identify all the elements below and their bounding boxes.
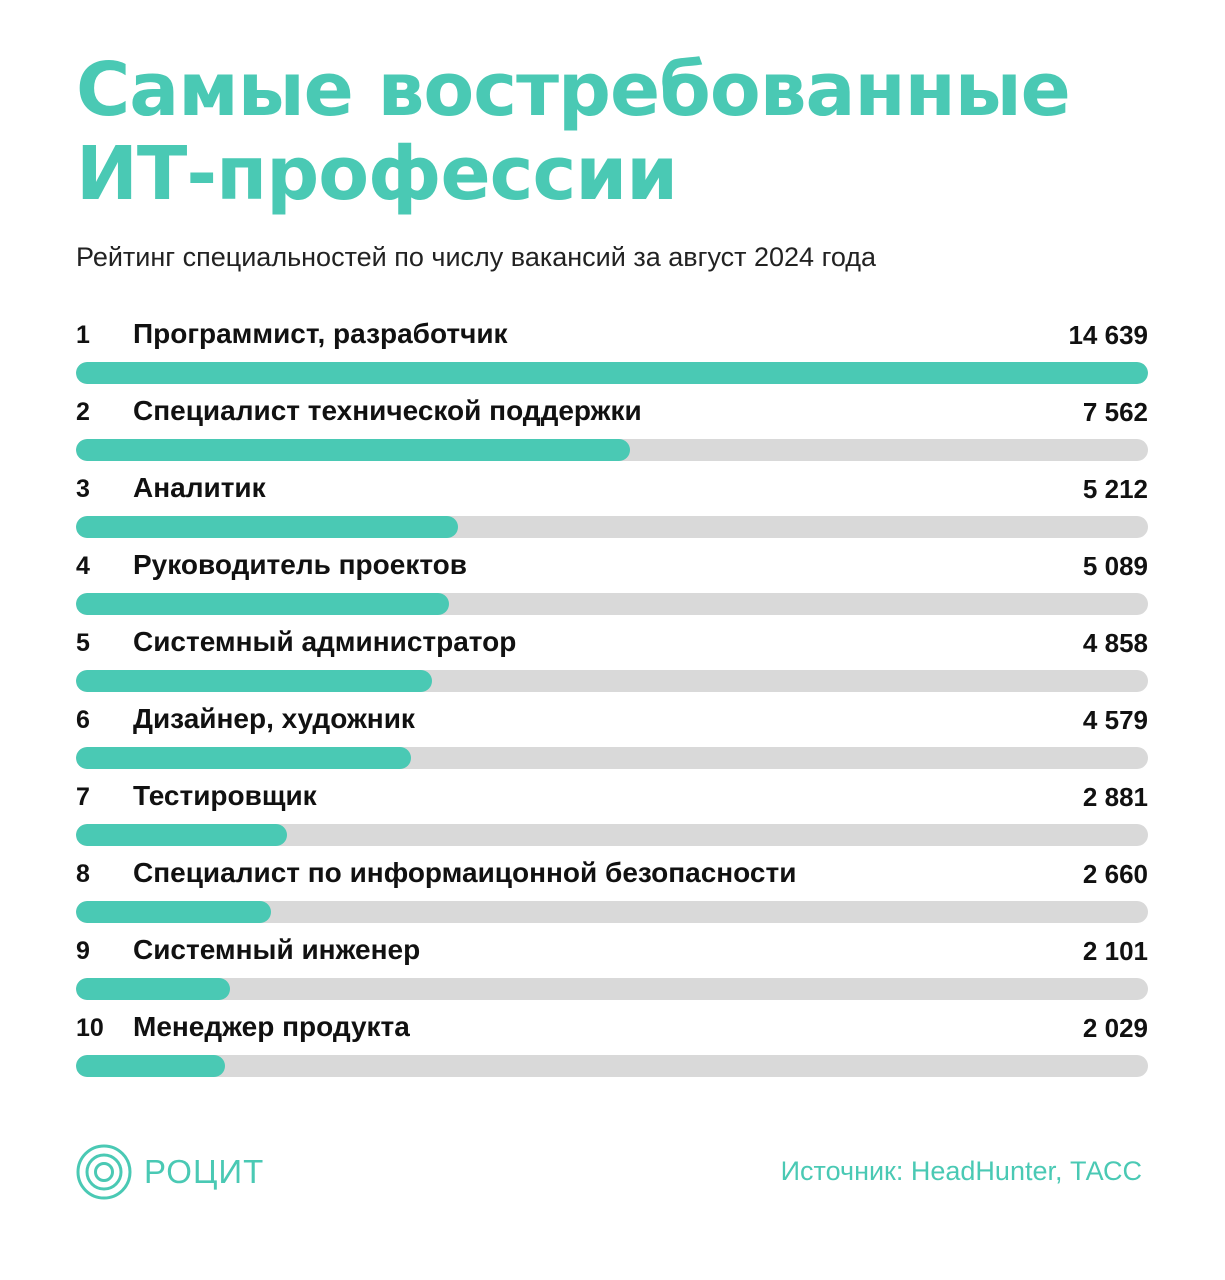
bar-track: [76, 593, 1148, 615]
value-label: 5 212: [1082, 474, 1148, 504]
bar-row: 6 Дизайнер, художник 4 579: [76, 699, 1148, 775]
title-line-1: Самые востребованные: [76, 47, 1071, 133]
category-label: Дизайнер, художник: [133, 703, 415, 734]
category-label: Системный инженер: [133, 934, 421, 965]
rank-number: 10: [76, 1014, 104, 1042]
rank-number: 7: [76, 783, 90, 811]
bar-chart: 1 Программист, разработчик 14 639 2 Специали…: [76, 314, 1148, 1077]
bar-track: [76, 901, 1148, 923]
rank-number: 3: [76, 475, 90, 503]
source-note: Источник: HeadHunter, ТАСС: [780, 1156, 1142, 1186]
rank-number: 2: [76, 398, 90, 426]
bar: [76, 593, 449, 615]
value-label: 2 029: [1082, 1013, 1148, 1043]
bar-track: [76, 1055, 1148, 1077]
bar-track: [76, 516, 1148, 538]
bar-track: [76, 824, 1148, 846]
category-label: Тестировщик: [133, 780, 317, 811]
value-label: 7 562: [1082, 397, 1148, 427]
rank-number: 8: [76, 860, 90, 888]
category-label: Системный администратор: [133, 626, 517, 657]
title-line-2: ИТ-профессии: [76, 131, 678, 217]
bar-row: 1 Программист, разработчик 14 639: [76, 314, 1148, 390]
bar-row: 2 Специалист технической поддержки 7 562: [76, 391, 1148, 467]
bar: [76, 516, 458, 538]
value-label: 2 881: [1082, 782, 1148, 812]
bar: [76, 439, 630, 461]
bar-track: [76, 978, 1148, 1000]
bar: [76, 901, 271, 923]
value-label: 5 089: [1082, 551, 1148, 581]
bar-row: 9 Системный инженер 2 101: [76, 930, 1148, 1006]
rank-number: 4: [76, 552, 90, 580]
value-label: 4 858: [1082, 628, 1148, 658]
category-label: Программист, разработчик: [133, 318, 508, 349]
category-label: Аналитик: [133, 472, 266, 503]
bar-row: 3 Аналитик 5 212: [76, 468, 1148, 544]
value-label: 2 660: [1082, 859, 1148, 889]
bar-track: [76, 747, 1148, 769]
bar: [76, 978, 230, 1000]
bar: [76, 1055, 225, 1077]
page-title: Самые востребованные ИТ-профессии: [76, 47, 1071, 217]
logo-text: РОЦИТ: [144, 1153, 265, 1190]
category-label: Менеджер продукта: [133, 1011, 410, 1042]
bar: [76, 824, 287, 846]
chart-subtitle: Рейтинг специальностей по числу вакансий…: [76, 242, 877, 272]
rank-number: 9: [76, 937, 90, 965]
bar: [76, 747, 411, 769]
rank-number: 5: [76, 629, 90, 657]
value-label: 14 639: [1068, 320, 1148, 350]
value-label: 2 101: [1082, 936, 1148, 966]
bar: [76, 362, 1148, 384]
concentric-circles-icon: [76, 1144, 132, 1200]
rank-number: 1: [76, 321, 90, 349]
bar-row: 10 Менеджер продукта 2 029: [76, 1007, 1148, 1083]
value-label: 4 579: [1082, 705, 1148, 735]
bar-row: 4 Руководитель проектов 5 089: [76, 545, 1148, 621]
rank-number: 6: [76, 706, 90, 734]
bar-row: 7 Тестировщик 2 881: [76, 776, 1148, 852]
category-label: Специалист технической поддержки: [133, 395, 642, 426]
bar-row: 5 Системный администратор 4 858: [76, 622, 1148, 698]
bar: [76, 670, 432, 692]
category-label: Руководитель проектов: [133, 549, 467, 580]
bar-track: [76, 362, 1148, 384]
bar-row: 8 Специалист по информаицонной безопаснос…: [76, 853, 1148, 929]
category-label: Специалист по информаицонной безопасност…: [133, 857, 797, 888]
bar-track: [76, 439, 1148, 461]
logo: РОЦИТ: [76, 1144, 264, 1200]
bar-track: [76, 670, 1148, 692]
